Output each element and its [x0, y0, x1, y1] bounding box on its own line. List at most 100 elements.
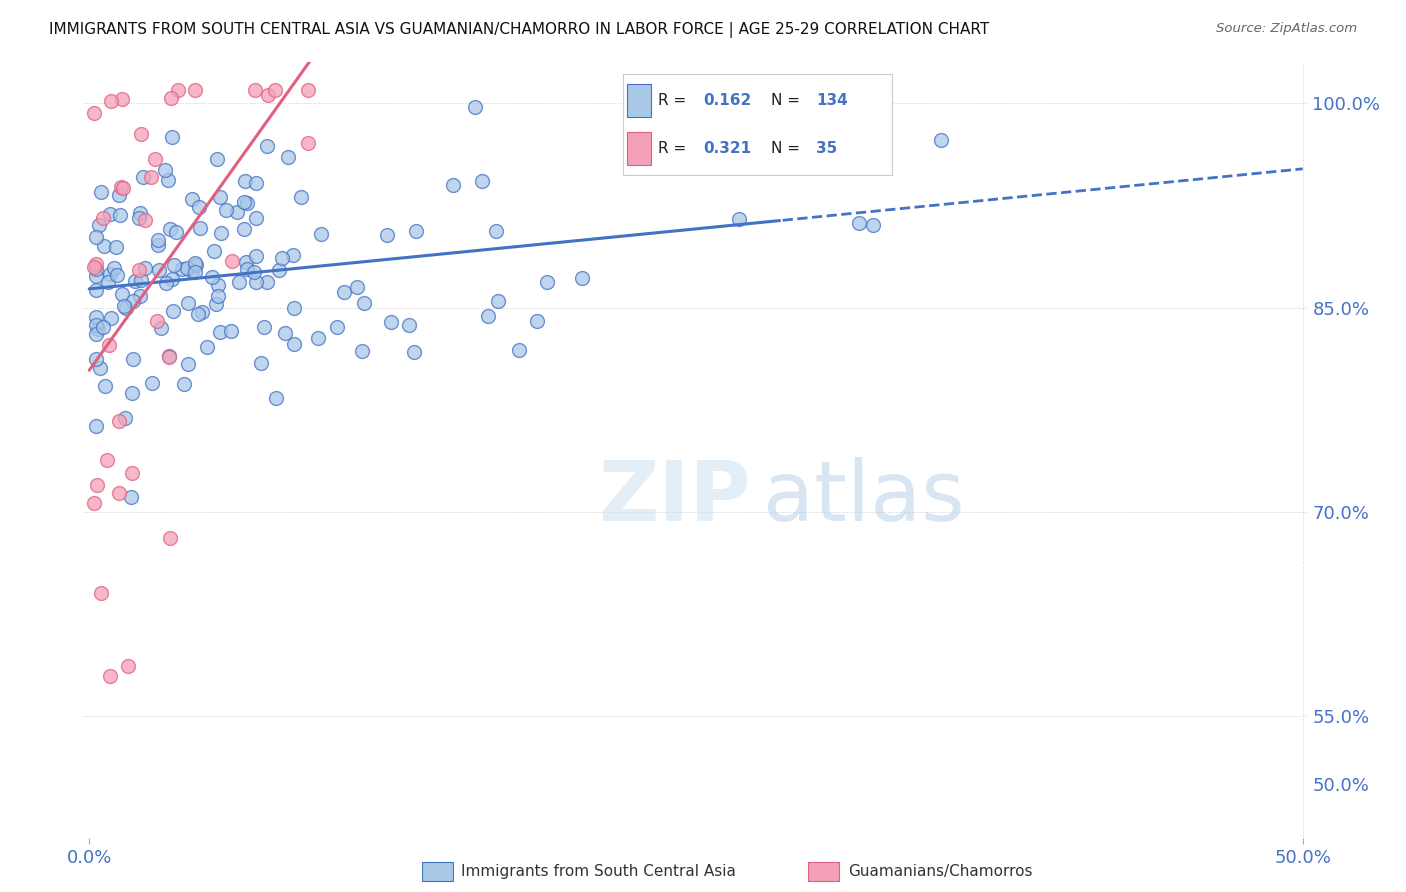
- Point: [165, 225, 187, 239]
- Point: [477, 309, 499, 323]
- Point: [471, 174, 494, 188]
- Point: [98, 207, 121, 221]
- Point: [131, 128, 153, 142]
- Point: [122, 293, 145, 308]
- Point: [187, 201, 209, 215]
- Point: [110, 180, 132, 194]
- Point: [156, 173, 179, 187]
- Point: [121, 385, 143, 400]
- Point: [253, 320, 276, 334]
- Point: [108, 485, 131, 500]
- Point: [129, 273, 152, 287]
- Point: [404, 345, 426, 359]
- Point: [377, 228, 399, 243]
- Point: [380, 315, 402, 329]
- Point: [98, 668, 121, 682]
- Point: [485, 224, 508, 238]
- Text: Source: ZipAtlas.com: Source: ZipAtlas.com: [1216, 22, 1357, 36]
- Point: [205, 297, 228, 311]
- Point: [848, 217, 870, 231]
- Point: [862, 219, 884, 233]
- Point: [236, 195, 259, 210]
- Point: [191, 305, 214, 319]
- Point: [87, 322, 110, 336]
- Point: [264, 83, 287, 97]
- Point: [209, 226, 232, 240]
- Point: [94, 379, 117, 393]
- Point: [132, 169, 155, 184]
- Point: [727, 212, 749, 227]
- Point: [160, 129, 183, 144]
- Point: [181, 192, 204, 206]
- Point: [146, 233, 169, 247]
- Point: [86, 283, 108, 297]
- Point: [269, 263, 291, 277]
- Point: [271, 251, 294, 265]
- Point: [353, 296, 375, 310]
- Point: [177, 357, 200, 371]
- Point: [207, 289, 229, 303]
- Point: [129, 206, 152, 220]
- Point: [96, 453, 118, 467]
- Point: [157, 350, 180, 364]
- Point: [122, 352, 145, 367]
- Point: [86, 352, 108, 367]
- Point: [173, 377, 195, 392]
- Point: [86, 310, 108, 324]
- Point: [215, 202, 238, 217]
- Point: [100, 310, 122, 325]
- Point: [464, 100, 486, 114]
- Point: [277, 150, 299, 164]
- Point: [105, 239, 128, 253]
- Text: Guamanians/Chamorros: Guamanians/Chamorros: [848, 864, 1032, 879]
- Point: [297, 136, 319, 151]
- Point: [93, 238, 115, 252]
- Point: [84, 257, 107, 271]
- Point: [111, 92, 134, 106]
- Point: [245, 275, 267, 289]
- Point: [235, 255, 257, 269]
- Point: [153, 163, 176, 178]
- Point: [221, 253, 243, 268]
- Point: [83, 496, 105, 510]
- Point: [333, 285, 356, 299]
- Point: [124, 274, 146, 288]
- Point: [243, 265, 266, 279]
- Point: [536, 275, 558, 289]
- Point: [114, 301, 136, 316]
- Point: [108, 208, 131, 222]
- Point: [121, 466, 143, 480]
- Point: [183, 83, 205, 97]
- Point: [83, 260, 105, 275]
- Point: [221, 324, 243, 338]
- Point: [110, 286, 132, 301]
- Point: [309, 227, 332, 241]
- Point: [195, 340, 218, 354]
- Point: [256, 276, 278, 290]
- Point: [111, 181, 134, 195]
- Point: [114, 410, 136, 425]
- Point: [290, 190, 312, 204]
- Point: [159, 531, 181, 545]
- Point: [181, 264, 204, 278]
- Point: [526, 313, 548, 327]
- Point: [143, 152, 166, 166]
- Point: [441, 178, 464, 192]
- Point: [86, 262, 108, 277]
- Text: IMMIGRANTS FROM SOUTH CENTRAL ASIA VS GUAMANIAN/CHAMORRO IN LABOR FORCE | AGE 25: IMMIGRANTS FROM SOUTH CENTRAL ASIA VS GU…: [49, 22, 990, 38]
- Point: [160, 91, 183, 105]
- Point: [176, 260, 198, 275]
- Point: [571, 271, 593, 285]
- Point: [226, 205, 249, 219]
- Point: [139, 170, 162, 185]
- Point: [91, 211, 114, 225]
- Point: [243, 83, 266, 97]
- Point: [256, 139, 278, 153]
- Point: [86, 230, 108, 244]
- Point: [148, 262, 170, 277]
- Point: [112, 299, 135, 313]
- Point: [187, 306, 209, 320]
- Point: [108, 187, 131, 202]
- Point: [162, 304, 184, 318]
- Point: [157, 349, 180, 363]
